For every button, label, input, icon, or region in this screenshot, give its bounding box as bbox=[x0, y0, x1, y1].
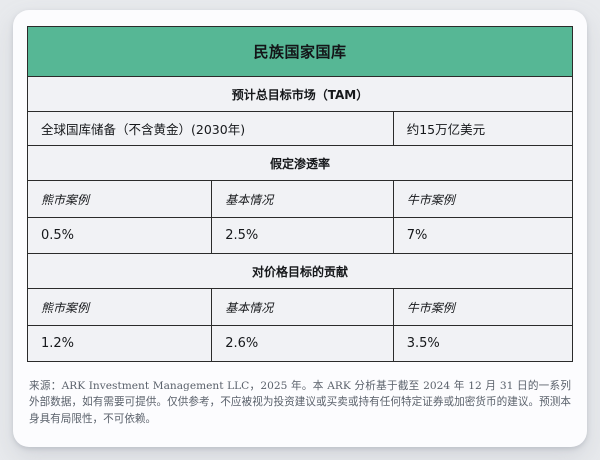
table-title-row: 民族国家国库 bbox=[27, 26, 573, 77]
case-header-base-2: 基本情况 bbox=[211, 288, 394, 326]
section-row-tam: 预计总目标市场（TAM） bbox=[27, 76, 573, 112]
contribution-bear-value: 1.2% bbox=[26, 325, 213, 362]
penetration-bull-value: 7% bbox=[392, 217, 574, 254]
penetration-values-row: 0.5% 2.5% 7% bbox=[26, 217, 574, 254]
case-header-bull: 牛市案例 bbox=[392, 180, 574, 218]
case-header-row: 熊市案例 基本情况 牛市案例 bbox=[26, 180, 574, 218]
case-header-bear: 熊市案例 bbox=[26, 180, 213, 218]
table-title: 民族国家国库 bbox=[27, 26, 573, 77]
figure-card: 民族国家国库 预计总目标市场（TAM） 全球国库储备（不含黄金）(2030年) … bbox=[13, 10, 587, 447]
treasury-table: 民族国家国库 预计总目标市场（TAM） 全球国库储备（不含黄金）(2030年) … bbox=[26, 26, 574, 362]
table-row: 全球国库储备（不含黄金）(2030年) 约15万亿美元 bbox=[27, 111, 574, 146]
tam-label-cell: 全球国库储备（不含黄金）(2030年) bbox=[27, 111, 394, 146]
contribution-bull-value: 3.5% bbox=[392, 325, 574, 362]
tam-value-cell: 约15万亿美元 bbox=[392, 111, 574, 146]
penetration-base-value: 2.5% bbox=[211, 217, 394, 254]
section-row-penetration: 假定渗透率 bbox=[27, 145, 573, 181]
section-row-contribution: 对价格目标的贡献 bbox=[27, 253, 573, 289]
source-footnote: 来源：ARK Investment Management LLC，2025 年。… bbox=[29, 380, 571, 425]
contribution-values-row: 1.2% 2.6% 3.5% bbox=[26, 325, 574, 362]
case-header-bear-2: 熊市案例 bbox=[26, 288, 213, 326]
penetration-bear-value: 0.5% bbox=[26, 217, 213, 254]
section-header-tam: 预计总目标市场（TAM） bbox=[27, 76, 573, 112]
section-header-contribution: 对价格目标的贡献 bbox=[27, 253, 573, 289]
case-header-row-2: 熊市案例 基本情况 牛市案例 bbox=[26, 288, 574, 326]
case-header-base: 基本情况 bbox=[211, 180, 394, 218]
case-header-bull-2: 牛市案例 bbox=[392, 288, 574, 326]
contribution-base-value: 2.6% bbox=[211, 325, 394, 362]
section-header-penetration: 假定渗透率 bbox=[27, 145, 573, 181]
